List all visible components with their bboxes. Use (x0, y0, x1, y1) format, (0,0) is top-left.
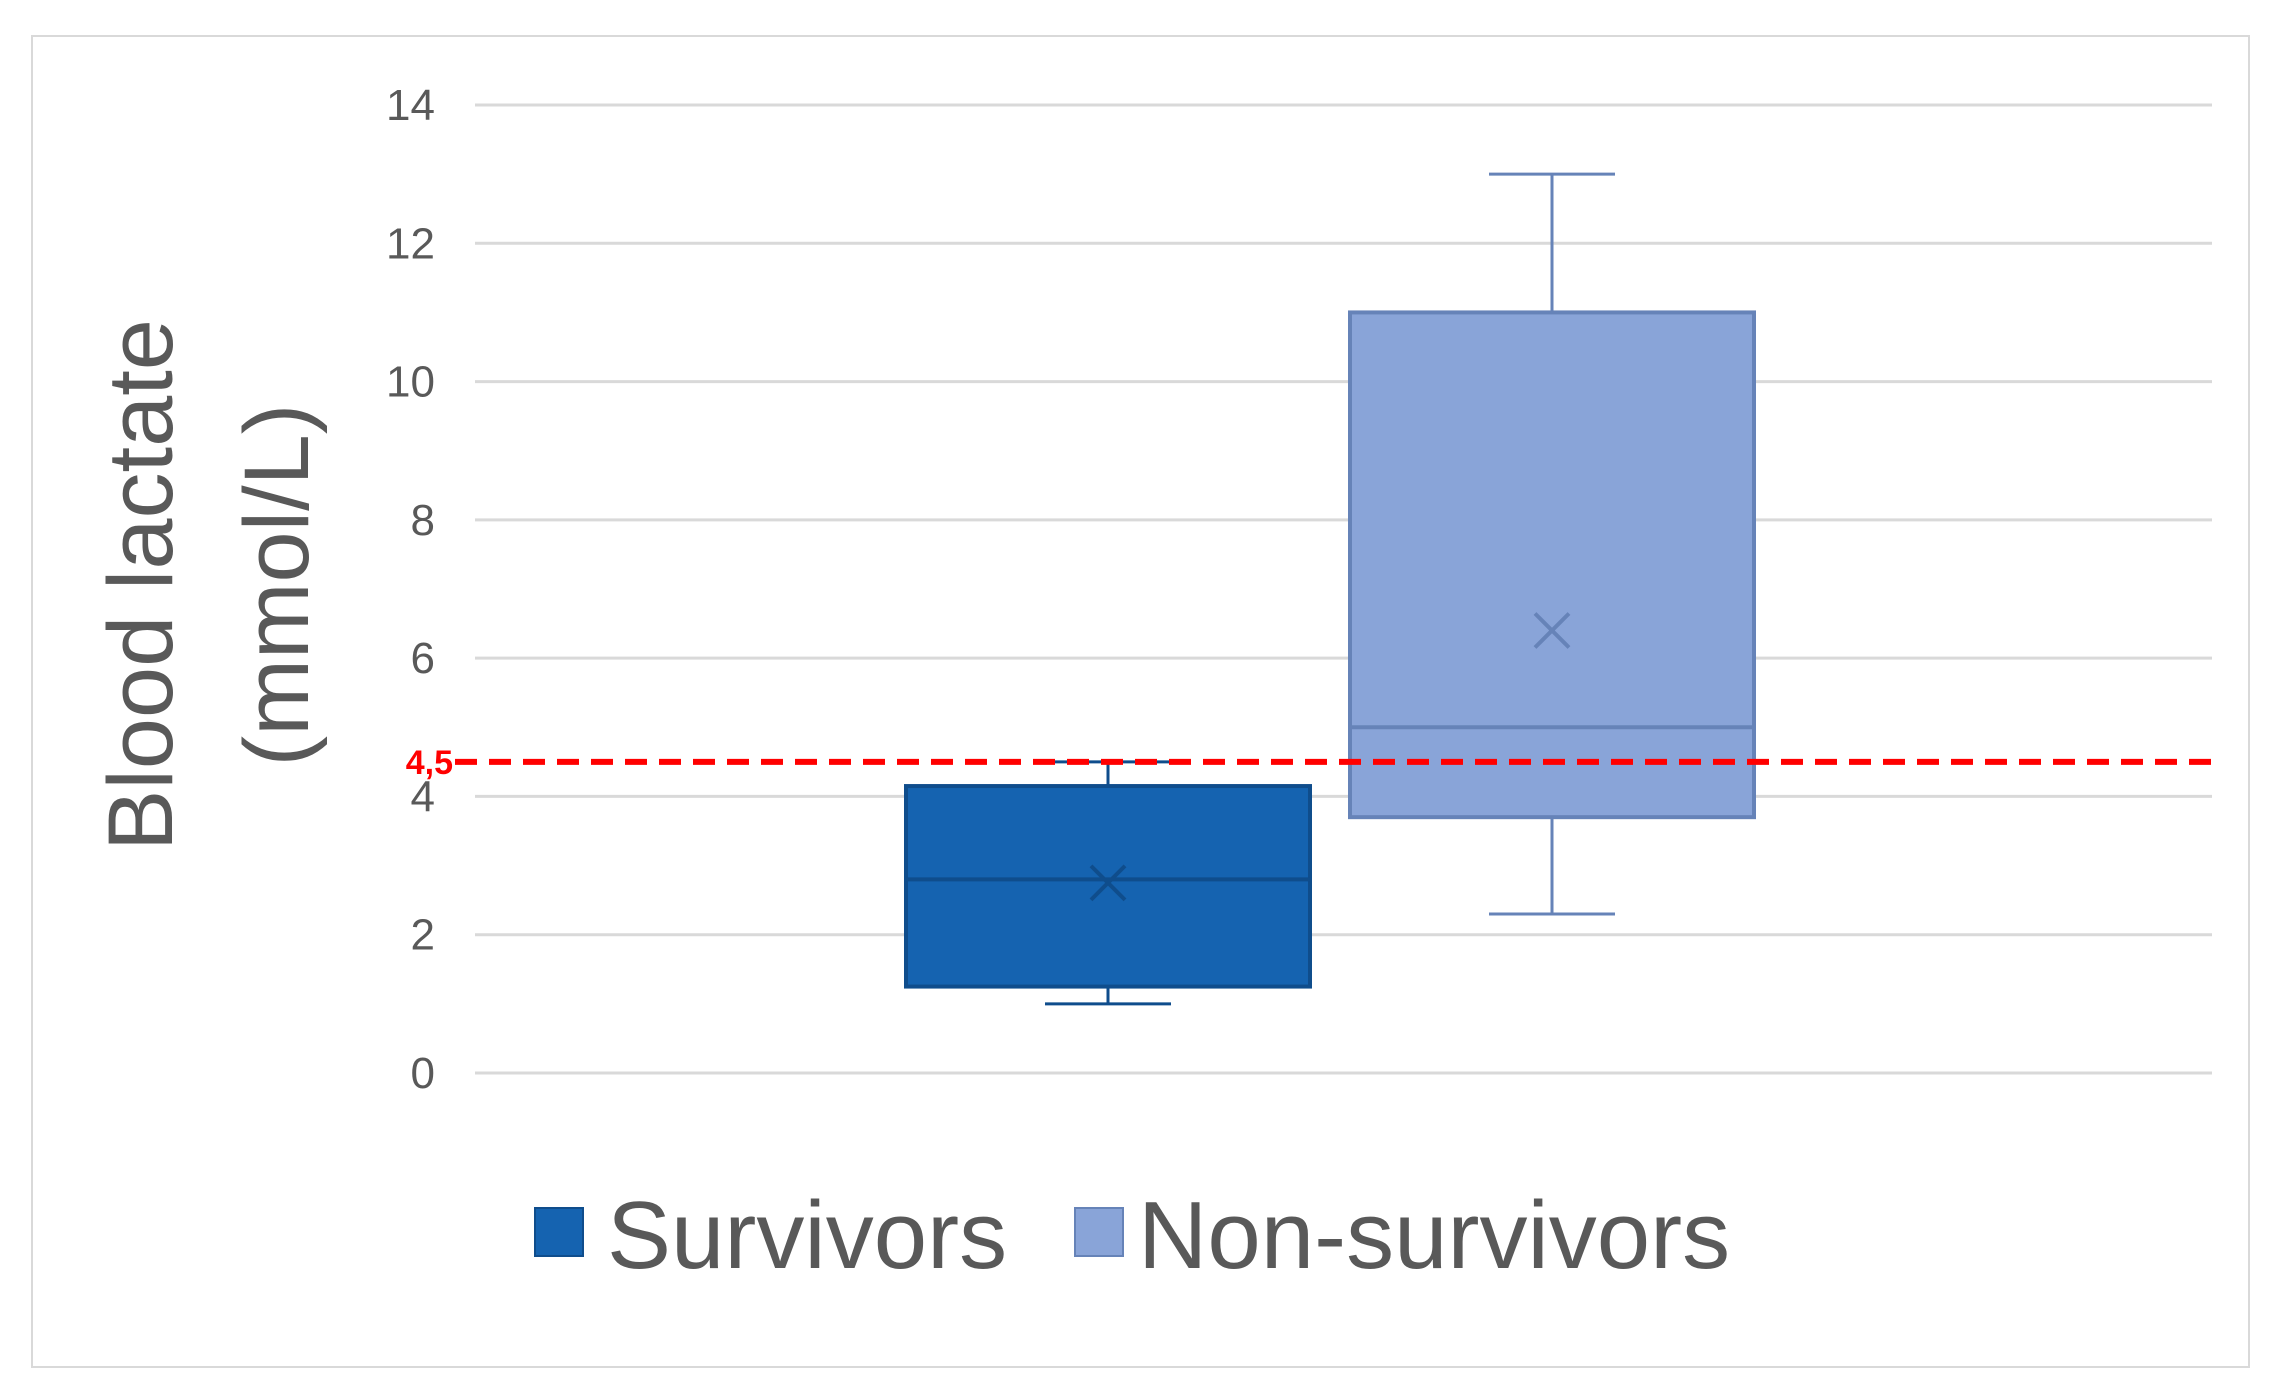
y-tick-label-0: 0 (411, 1049, 435, 1098)
legend: Survivors Non-survivors (534, 1182, 1730, 1289)
legend-swatch-survivors (534, 1207, 584, 1257)
reference-line-label: 4,5 (406, 744, 453, 782)
reference-line-group: 4,5 (406, 744, 2212, 782)
box-iqr (1348, 310, 1756, 820)
y-axis-ticks: 0 2 4 6 8 10 12 14 (386, 81, 435, 1098)
legend-item-survivors: Survivors (534, 1182, 1007, 1289)
mean-marker-stroke-2 (1533, 612, 1571, 649)
y-tick-label-8: 8 (411, 496, 435, 545)
legend-swatch-non-survivors (1074, 1207, 1124, 1257)
legend-label-survivors: Survivors (607, 1182, 1007, 1289)
mean-marker (1533, 612, 1571, 649)
boxes (904, 172, 1756, 1006)
y-tick-label-4: 4 (411, 772, 435, 821)
gridlines (475, 103, 2212, 1075)
y-tick-label-12: 12 (386, 219, 435, 268)
y-axis-label: Blood lactate (mmol/L) (90, 319, 328, 851)
y-tick-label-10: 10 (386, 358, 435, 407)
box-survivors (904, 760, 1312, 1006)
mean-marker-stroke-2 (1089, 864, 1127, 902)
y-axis-label-line-1: Blood lactate (90, 319, 192, 851)
legend-label-non-survivors: Non-survivors (1138, 1182, 1730, 1289)
mean-marker (1089, 864, 1127, 902)
box-iqr (904, 784, 1312, 989)
legend-item-non-survivors: Non-survivors (1074, 1182, 1730, 1289)
y-tick-label-2: 2 (411, 911, 435, 960)
chart-frame (31, 35, 2250, 1368)
y-tick-label-6: 6 (411, 634, 435, 683)
box-non-survivors (1348, 172, 1756, 916)
y-axis-label-line-2: (mmol/L) (226, 404, 328, 767)
y-tick-label-14: 14 (386, 81, 435, 130)
